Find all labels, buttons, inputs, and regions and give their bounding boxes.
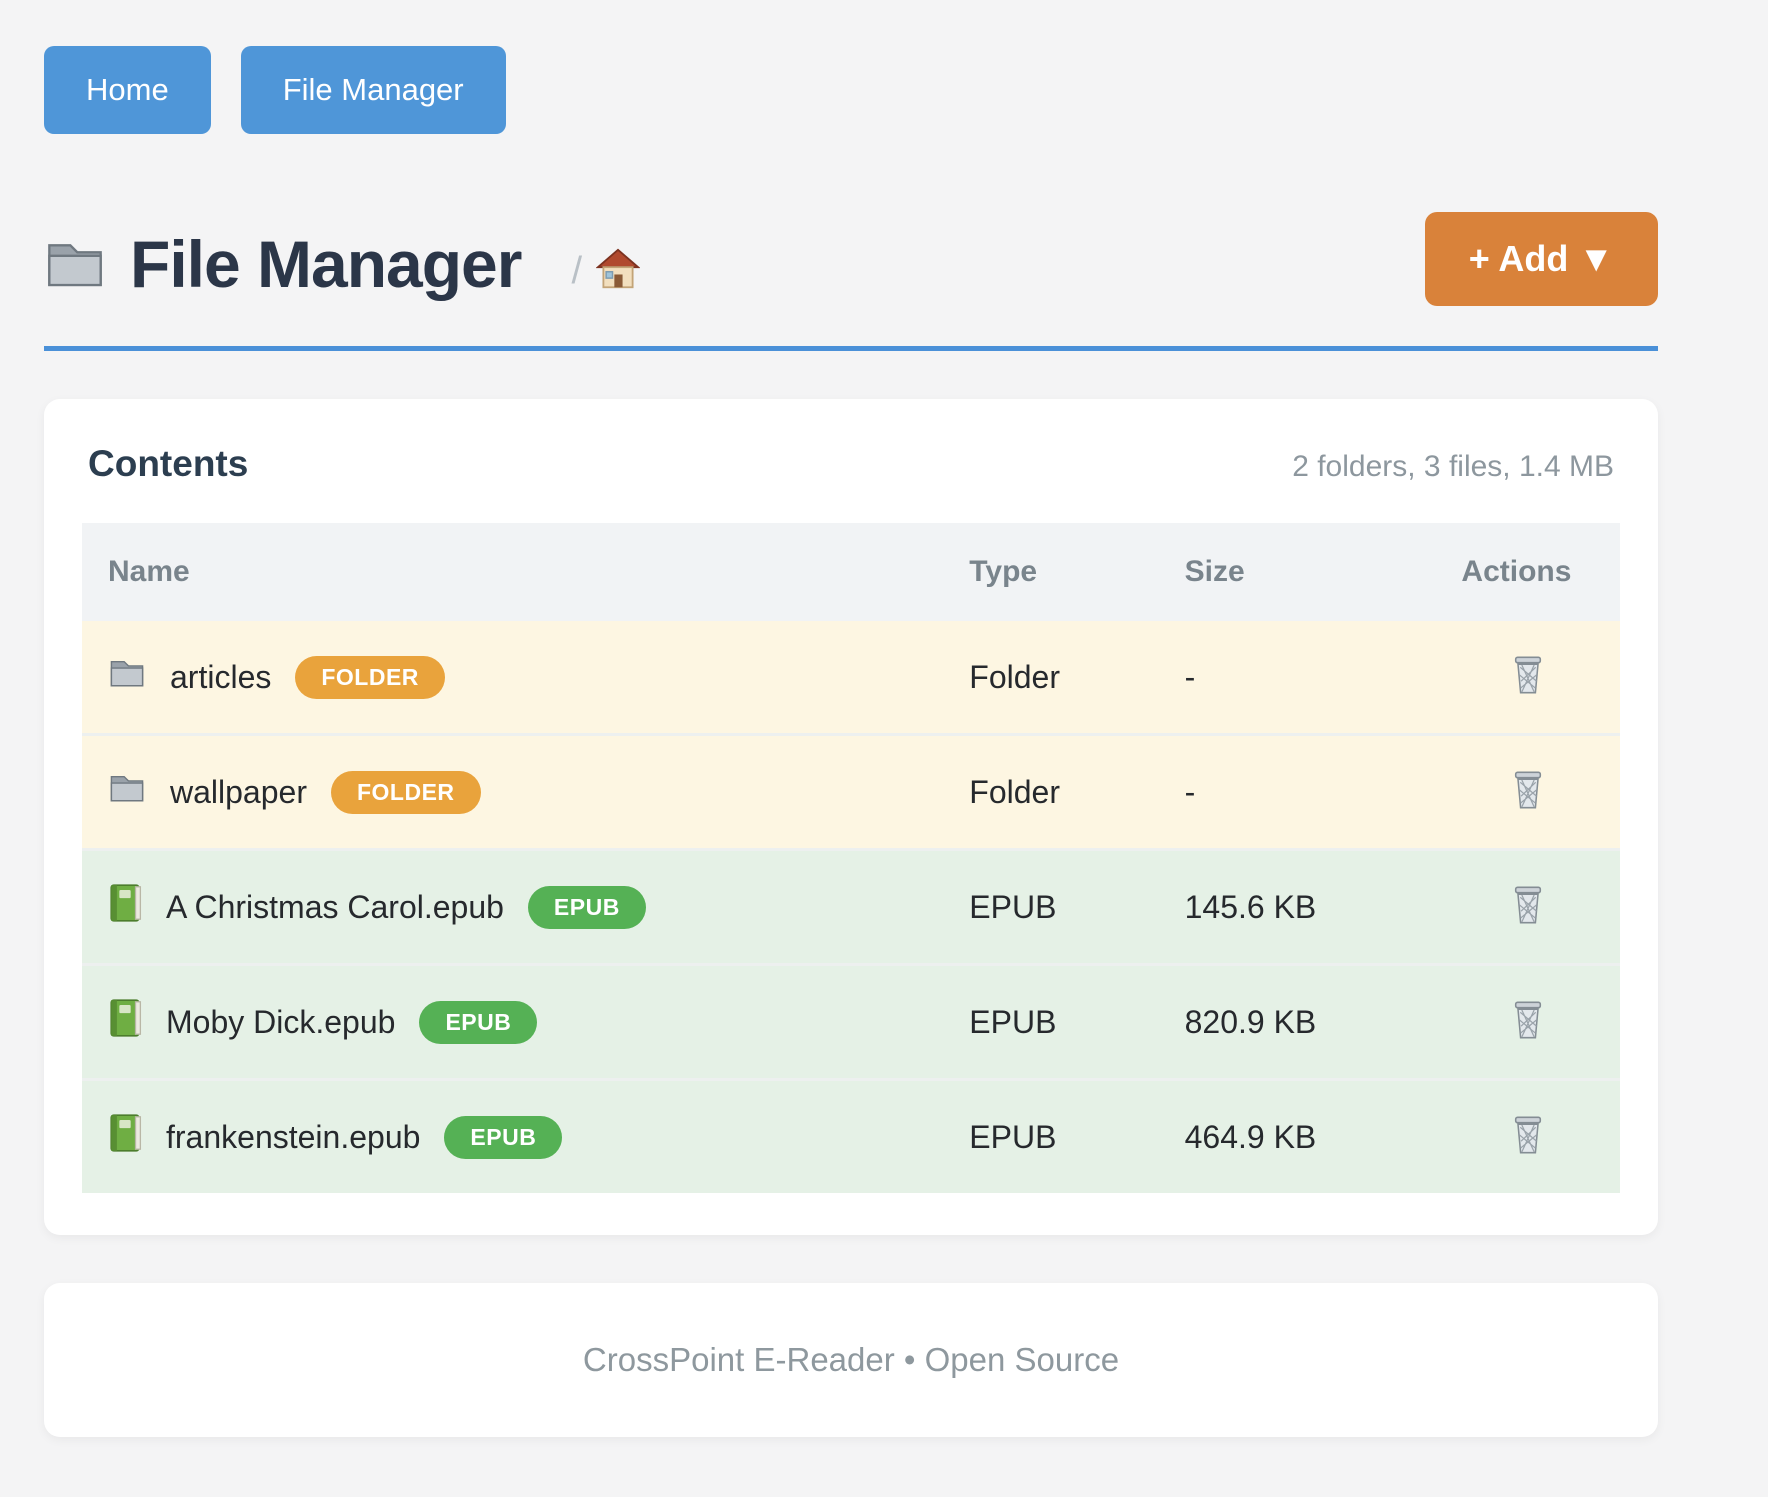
add-button[interactable]: + Add ▼ — [1424, 212, 1658, 306]
book-icon — [108, 883, 142, 931]
contents-summary: 2 folders, 3 files, 1.4 MB — [1292, 450, 1614, 483]
file-name[interactable]: wallpaper — [170, 773, 307, 810]
file-name[interactable]: A Christmas Carol.epub — [166, 888, 504, 925]
title-group: File Manager / — [44, 226, 640, 302]
contents-card-header: Contents 2 folders, 3 files, 1.4 MB — [82, 443, 1620, 485]
delete-button[interactable] — [1507, 881, 1549, 929]
file-manager-button[interactable]: File Manager — [240, 46, 506, 134]
delete-button[interactable] — [1507, 996, 1549, 1044]
table-row: frankenstein.epub EPUB EPUB 464.9 KB — [82, 1078, 1620, 1193]
title-row: File Manager / + Add ▼ — [44, 212, 1658, 306]
table-row: articles FOLDER Folder - — [82, 621, 1620, 733]
column-header-name: Name — [82, 523, 944, 621]
type-cell: Folder — [943, 621, 1159, 733]
breadcrumb-separator: / — [571, 249, 583, 292]
table-row: wallpaper FOLDER Folder - — [82, 733, 1620, 848]
book-icon — [108, 998, 142, 1046]
title-underline — [44, 346, 1658, 351]
type-cell: Folder — [943, 733, 1159, 848]
page-title: File Manager — [130, 227, 522, 301]
folder-icon — [108, 656, 146, 698]
column-header-actions: Actions — [1435, 523, 1620, 621]
file-name[interactable]: articles — [170, 658, 272, 695]
contents-card: Contents 2 folders, 3 files, 1.4 MB Name… — [44, 399, 1658, 1235]
footer-text: CrossPoint E-Reader • Open Source — [582, 1341, 1120, 1378]
type-cell: EPUB — [943, 963, 1159, 1078]
type-cell: EPUB — [943, 848, 1159, 963]
size-cell: 464.9 KB — [1158, 1078, 1436, 1193]
folder-icon — [108, 771, 146, 813]
table-row: A Christmas Carol.epub EPUB EPUB 145.6 K… — [82, 848, 1620, 963]
folder-badge: FOLDER — [330, 770, 481, 814]
trash-icon — [1511, 656, 1545, 698]
table-header-row: Name Type Size Actions — [82, 523, 1620, 621]
size-cell: 820.9 KB — [1158, 963, 1436, 1078]
top-navigation: Home File Manager — [44, 46, 1658, 134]
size-cell: - — [1158, 733, 1436, 848]
file-name[interactable]: frankenstein.epub — [166, 1118, 421, 1155]
delete-button[interactable] — [1507, 766, 1549, 814]
size-cell: 145.6 KB — [1158, 848, 1436, 963]
file-name[interactable]: Moby Dick.epub — [166, 1003, 396, 1040]
breadcrumb: / — [571, 248, 640, 295]
epub-badge: EPUB — [444, 1115, 563, 1159]
column-header-type: Type — [943, 523, 1159, 621]
trash-icon — [1511, 1116, 1545, 1158]
column-header-size: Size — [1158, 523, 1436, 621]
trash-icon — [1511, 886, 1545, 928]
folder-badge: FOLDER — [295, 655, 445, 699]
footer-card: CrossPoint E-Reader • Open Source — [44, 1283, 1658, 1437]
contents-heading: Contents — [88, 443, 249, 484]
trash-icon — [1511, 1001, 1545, 1043]
folder-icon — [44, 236, 106, 292]
trash-icon — [1511, 771, 1545, 813]
table-row: Moby Dick.epub EPUB EPUB 820.9 KB — [82, 963, 1620, 1078]
files-table: Name Type Size Actions articles FOLDER — [82, 523, 1620, 1193]
size-cell: - — [1158, 621, 1436, 733]
home-button[interactable]: Home — [44, 46, 211, 134]
house-icon[interactable] — [596, 248, 640, 295]
book-icon — [108, 1113, 142, 1161]
epub-badge: EPUB — [419, 1000, 538, 1044]
delete-button[interactable] — [1507, 1111, 1549, 1159]
epub-badge: EPUB — [527, 885, 646, 929]
type-cell: EPUB — [943, 1078, 1159, 1193]
delete-button[interactable] — [1507, 651, 1549, 699]
